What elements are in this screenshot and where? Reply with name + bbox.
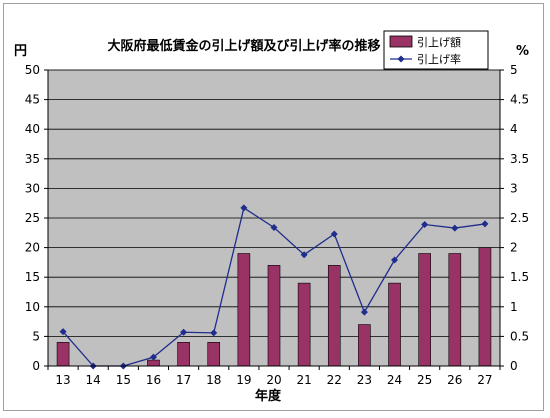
rate-point (481, 220, 489, 228)
x-tick-label: 14 (86, 373, 101, 387)
bar (147, 359, 160, 367)
rate-point (391, 256, 399, 264)
legend-label-bar: 引上げ額 (417, 35, 461, 49)
x-tick-label: 16 (146, 373, 161, 387)
bar (418, 253, 431, 367)
rate-point (451, 224, 459, 232)
bar (267, 265, 281, 367)
rate-point (300, 251, 308, 259)
y-tick-label-left: 35 (25, 152, 40, 166)
x-tick-label: 13 (55, 373, 70, 387)
x-tick-label: 15 (116, 373, 131, 387)
y-tick-label-left: 15 (25, 270, 40, 284)
rate-point (330, 230, 338, 238)
x-tick-label: 19 (236, 373, 251, 387)
y-tick-label-right: 1 (510, 300, 518, 314)
rate-point (360, 308, 368, 316)
y-tick-label-right: 3.5 (510, 152, 529, 166)
y-tick-label-left: 30 (25, 181, 40, 195)
y-axis-right-unit: % (516, 44, 529, 59)
x-tick-label: 27 (477, 373, 492, 387)
bar (297, 282, 311, 367)
x-tick-label: 18 (206, 373, 221, 387)
y-tick-label-left: 45 (25, 93, 40, 107)
axes (44, 69, 504, 370)
x-tick-label: 17 (176, 373, 191, 387)
bar-series (56, 247, 492, 367)
rate-point (240, 204, 248, 212)
rate-point (59, 328, 67, 336)
x-tick-label: 22 (327, 373, 342, 387)
y-tick-label-right: 4 (510, 122, 518, 136)
y-tick-label-right: 5 (510, 63, 518, 77)
bar (237, 253, 251, 367)
tick-labels: 0 05 0.510 115 1.520 225 2.530 335 3.540 445 4.550… (25, 63, 529, 387)
y-axis-left-unit: 円 (14, 44, 27, 59)
y-tick-label-left: 20 (25, 241, 40, 255)
x-axis-label: 年度 (255, 388, 282, 404)
y-tick-label-left: 50 (25, 63, 40, 77)
y-tick-label-right: 1.5 (510, 270, 529, 284)
y-tick-label-right: 2.5 (510, 211, 529, 225)
x-tick-label: 24 (387, 373, 402, 387)
bar (207, 342, 221, 367)
bar (358, 324, 371, 367)
y-tick-label-left: 0 (32, 359, 40, 373)
x-tick-label: 25 (417, 373, 432, 387)
chart-frame: 大阪府最低賃金の引上げ額及び引上げ率の推移 円 % 年度 0 0 5 0.5 10 1 15… (3, 3, 544, 411)
bar (448, 253, 462, 367)
y-tick-label-left: 25 (25, 211, 40, 225)
rate-point (149, 353, 157, 361)
legend-label-line: 引上げ率 (417, 52, 461, 66)
y-tick-label-right: 4.5 (510, 93, 529, 107)
y-tick-label-right: 2 (510, 241, 518, 255)
chart: 大阪府最低賃金の引上げ額及び引上げ率の推移 円 % 年度 0 0 5 0.5 10 1 15… (14, 30, 529, 404)
x-tick-label: 23 (357, 373, 372, 387)
legend: 引上げ額 引上げ率 (383, 30, 489, 70)
bar (56, 342, 70, 367)
y-tick-label-left: 10 (25, 300, 40, 314)
y-tick-label-right: 0 (510, 359, 518, 373)
bar (327, 265, 341, 367)
legend-diamond-marker (397, 55, 405, 63)
x-tick-label: 21 (296, 373, 311, 387)
y-tick-label-right: 0.5 (510, 329, 529, 343)
x-tick-label: 26 (447, 373, 462, 387)
y-tick-label-left: 5 (32, 329, 40, 343)
bar (177, 342, 190, 367)
bar (478, 247, 492, 367)
rate-point (180, 328, 188, 336)
chart-title: 大阪府最低賃金の引上げ額及び引上げ率の推移 (107, 38, 380, 54)
y-tick-label-left: 40 (25, 122, 40, 136)
rate-point (421, 221, 429, 229)
line-series (59, 204, 489, 370)
legend-bar-swatch (389, 35, 413, 48)
rate-point (210, 329, 218, 337)
x-tick-label: 20 (266, 373, 281, 387)
bar (388, 282, 401, 367)
rate-point (270, 223, 278, 231)
y-tick-label-right: 3 (510, 181, 518, 195)
